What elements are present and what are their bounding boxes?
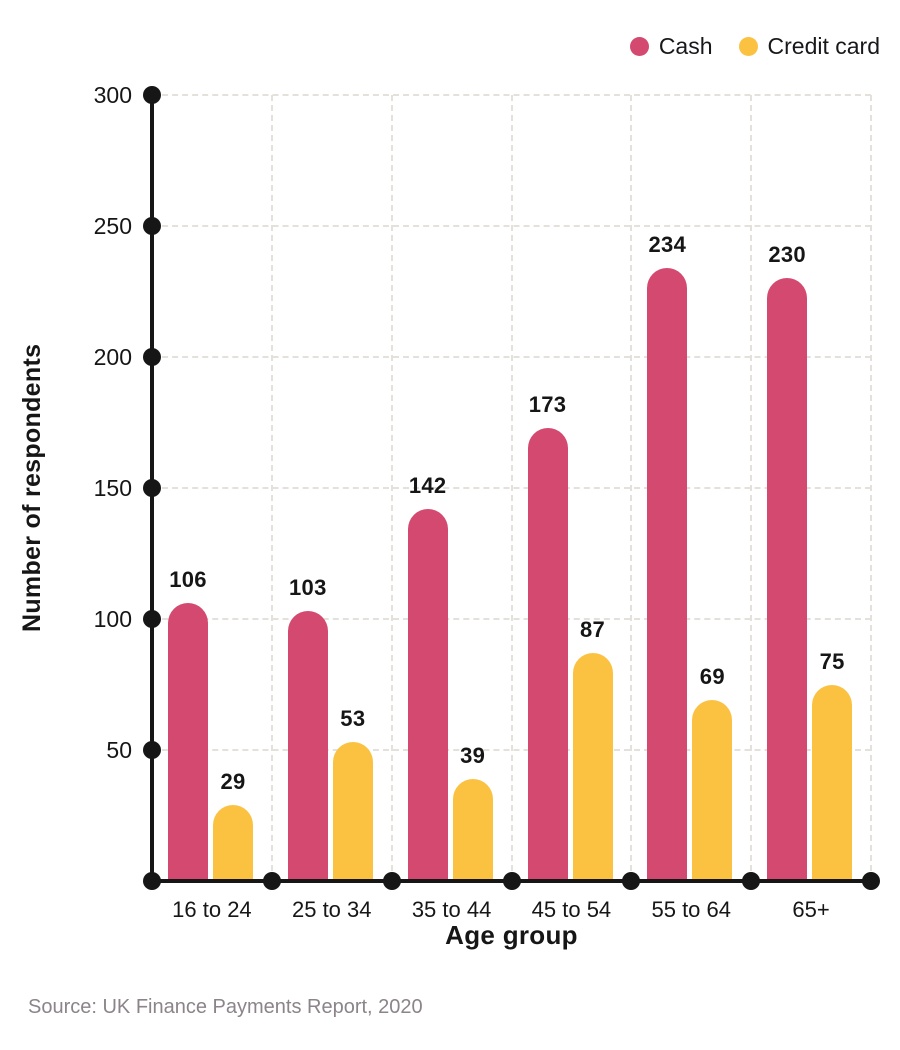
- bar-value-label: 106: [169, 567, 207, 593]
- credit-card-legend-dot-icon: [738, 37, 758, 56]
- bar-value-label: 230: [768, 242, 806, 268]
- y-tick-label: 250: [93, 213, 132, 239]
- x-category-label: 16 to 24: [172, 897, 252, 922]
- y-axis-tick-dot: [143, 610, 161, 628]
- x-axis-tick-dot: [862, 872, 880, 890]
- bar-value-label: 69: [699, 664, 725, 690]
- cash-legend-dot-icon: [629, 37, 649, 56]
- bar-value-label: 29: [220, 769, 246, 795]
- y-axis-tick-dot: [143, 479, 161, 497]
- x-category-label: 45 to 54: [531, 897, 612, 922]
- y-axis-tick-dot: [143, 741, 161, 759]
- legend: Cash Credit card: [629, 33, 880, 60]
- bar-value-label: 87: [579, 617, 606, 643]
- x-category-label: 35 to 44: [411, 897, 492, 922]
- bar-credit-card: [452, 778, 493, 881]
- bar-value-label: 75: [819, 648, 845, 674]
- bar-value-label: 173: [528, 391, 567, 417]
- bar-cash: [407, 508, 448, 881]
- bar-value-label: 53: [340, 706, 366, 732]
- legend-item-credit-card: Credit card: [738, 33, 880, 60]
- bar-value-label: 103: [289, 575, 327, 601]
- bar-credit-card: [812, 684, 853, 881]
- bar-credit-card: [572, 653, 613, 881]
- x-axis-title: Age group: [445, 920, 578, 950]
- y-tick-label: 300: [93, 82, 132, 108]
- y-tick-label: 150: [93, 475, 132, 501]
- y-tick-label: 200: [93, 344, 132, 370]
- v-gridline: [390, 95, 393, 881]
- x-axis-tick-dot: [382, 872, 401, 890]
- plot-area: 106 29 16 to 24 103 53 25 to 34 142 39 35 to 44 1…: [94, 82, 880, 922]
- bar-credit-card: [692, 700, 733, 881]
- y-tick-label: 100: [93, 606, 132, 632]
- bar-cash: [767, 278, 808, 881]
- x-category-label: 55 to 64: [651, 897, 731, 922]
- legend-label-credit-card: Credit card: [767, 33, 880, 59]
- bar-value-label: 142: [408, 472, 447, 498]
- v-gridline: [750, 95, 753, 881]
- y-tick-label: 50: [106, 737, 132, 763]
- v-gridline: [870, 95, 872, 881]
- x-category-label: 25 to 34: [291, 897, 372, 922]
- legend-item-cash: Cash: [629, 33, 713, 60]
- y-axis-title: Number of respondents: [18, 343, 46, 633]
- x-axis-tick-dot: [742, 872, 761, 890]
- source-caption: Source: UK Finance Payments Report, 2020: [28, 996, 423, 1018]
- y-axis-tick-dot: [143, 86, 161, 104]
- y-axis-tick-dot: [143, 217, 161, 235]
- x-axis-tick-dot: [262, 872, 281, 890]
- bar-cash: [527, 427, 568, 881]
- bar-credit-card: [213, 805, 253, 881]
- y-axis-tick-dot: [143, 348, 161, 366]
- legend-label-cash: Cash: [658, 33, 713, 59]
- x-axis-tick-dot: [622, 872, 641, 890]
- bar-value-label: 234: [648, 231, 687, 257]
- v-gridline: [270, 95, 273, 881]
- x-axis-tick-dot: [143, 872, 161, 890]
- bar-value-label: 39: [460, 742, 486, 768]
- x-axis-tick-dot: [502, 872, 521, 890]
- v-gridline: [630, 95, 633, 881]
- v-gridline: [510, 95, 513, 881]
- bar-cash: [168, 603, 208, 881]
- bar-credit-card: [332, 742, 373, 881]
- bar-cash: [287, 611, 328, 881]
- x-category-label: 65+: [792, 897, 830, 922]
- bar-cash: [647, 267, 688, 881]
